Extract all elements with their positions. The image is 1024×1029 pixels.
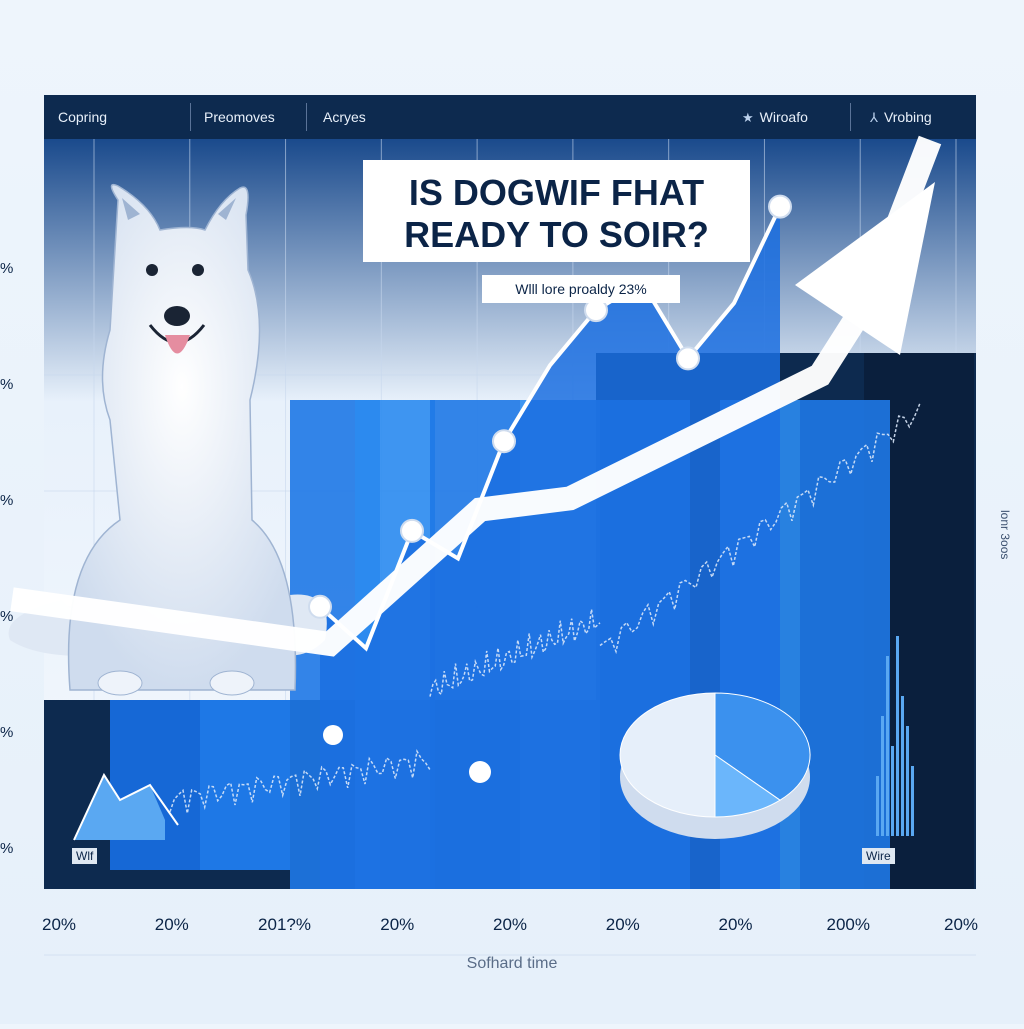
nav-separator bbox=[306, 103, 307, 131]
series-point bbox=[768, 194, 792, 219]
pie-chart bbox=[619, 692, 811, 839]
x-icon: ⅄ bbox=[870, 110, 878, 125]
series-point bbox=[400, 518, 424, 543]
x-tick-label: 200% bbox=[826, 915, 870, 934]
series-area-band bbox=[800, 400, 890, 889]
series-point bbox=[492, 429, 516, 454]
x-tick-label: 20% bbox=[943, 915, 979, 934]
nav-separator bbox=[190, 103, 191, 131]
growth-arrow-head bbox=[795, 182, 935, 355]
x-tick-label: 201?% bbox=[258, 915, 311, 934]
dog-body bbox=[67, 183, 297, 691]
panel-label-left: Wlf bbox=[72, 848, 98, 864]
growth-arrow bbox=[10, 135, 942, 783]
x-tick-label: 20% bbox=[605, 915, 640, 934]
pie-slice bbox=[619, 692, 716, 818]
x-tick-label: 20% bbox=[492, 915, 528, 934]
mini-bar bbox=[881, 716, 884, 836]
mini-bar-chart bbox=[876, 636, 914, 836]
dog-eye-right bbox=[192, 264, 204, 276]
x-tick-label: 20% bbox=[41, 915, 77, 934]
y-axis-label-wrap: lonr 3oos bbox=[998, 450, 1024, 650]
nav-item-wiroafo-label: Wiroafo bbox=[759, 109, 808, 125]
dog-eye-left bbox=[146, 264, 158, 276]
y-axis-label: lonr 3oos bbox=[998, 510, 1012, 560]
y-tick-label: % bbox=[0, 376, 14, 393]
mini-triangle-line bbox=[73, 772, 179, 841]
panel-label-right: Wire bbox=[862, 848, 895, 864]
nav-separator bbox=[850, 103, 851, 131]
mini-bar bbox=[891, 746, 894, 836]
mini-bar bbox=[906, 726, 909, 836]
dog-ear-left bbox=[122, 198, 140, 220]
y-tick-label: % bbox=[0, 492, 14, 509]
y-tick-label: % bbox=[0, 840, 14, 857]
nav-item-copring[interactable]: Copring bbox=[58, 109, 108, 125]
pie-slice bbox=[714, 754, 781, 818]
dog-paw-left bbox=[97, 670, 143, 696]
headline-line-2: READY TO SOIR? bbox=[404, 214, 709, 255]
dog-paw-right bbox=[209, 670, 255, 696]
noise-lines bbox=[73, 402, 921, 841]
x-axis-label: Sofhard time bbox=[466, 955, 558, 972]
headline-subnote: Wlll lore proaldy 23% bbox=[482, 275, 680, 303]
star-icon: ★ bbox=[742, 110, 754, 125]
x-tick-label: 20% bbox=[154, 915, 189, 934]
top-navigation-bar: Copring Preomoves Acryes ★ Wiroafo ⅄ Vrobi… bbox=[44, 95, 976, 139]
y-tick-label: % bbox=[0, 608, 14, 625]
noise-line-right bbox=[599, 402, 921, 655]
pie-slice bbox=[714, 692, 811, 801]
nav-item-vrobing[interactable]: ⅄ Vrobing bbox=[870, 95, 932, 139]
nav-item-vrobing-label: Vrobing bbox=[883, 109, 932, 125]
noise-line-bottom bbox=[169, 748, 431, 814]
bottom-blue-column bbox=[200, 700, 290, 870]
nav-item-wiroafo[interactable]: ★ Wiroafo bbox=[742, 95, 808, 139]
headline-line-1: IS DOGWIF FHAT bbox=[408, 172, 705, 213]
mini-bar bbox=[876, 776, 879, 836]
series-point bbox=[308, 594, 332, 619]
arrow-point bbox=[323, 725, 343, 745]
headline-box: IS DOGWIF FHAT READY TO SOIR? bbox=[363, 160, 750, 262]
x-tick-label: 20% bbox=[380, 915, 415, 934]
dog-ear-right bbox=[218, 198, 236, 220]
x-tick-label: 20% bbox=[718, 915, 753, 934]
dog-nose bbox=[164, 306, 190, 326]
nav-item-preomoves[interactable]: Preomoves bbox=[204, 109, 275, 125]
mini-bar bbox=[901, 696, 904, 836]
mini-bar bbox=[886, 656, 889, 836]
noise-line-middle bbox=[429, 609, 601, 697]
y-tick-label: % bbox=[0, 260, 14, 277]
arrow-point bbox=[469, 761, 491, 783]
nav-item-acryes[interactable]: Acryes bbox=[323, 109, 366, 125]
mini-bar bbox=[911, 766, 914, 836]
bottom-blue-column bbox=[110, 700, 200, 870]
dog-tongue bbox=[165, 335, 190, 354]
y-tick-label: % bbox=[0, 724, 14, 741]
series-point bbox=[676, 346, 700, 371]
mini-bar bbox=[896, 636, 899, 836]
